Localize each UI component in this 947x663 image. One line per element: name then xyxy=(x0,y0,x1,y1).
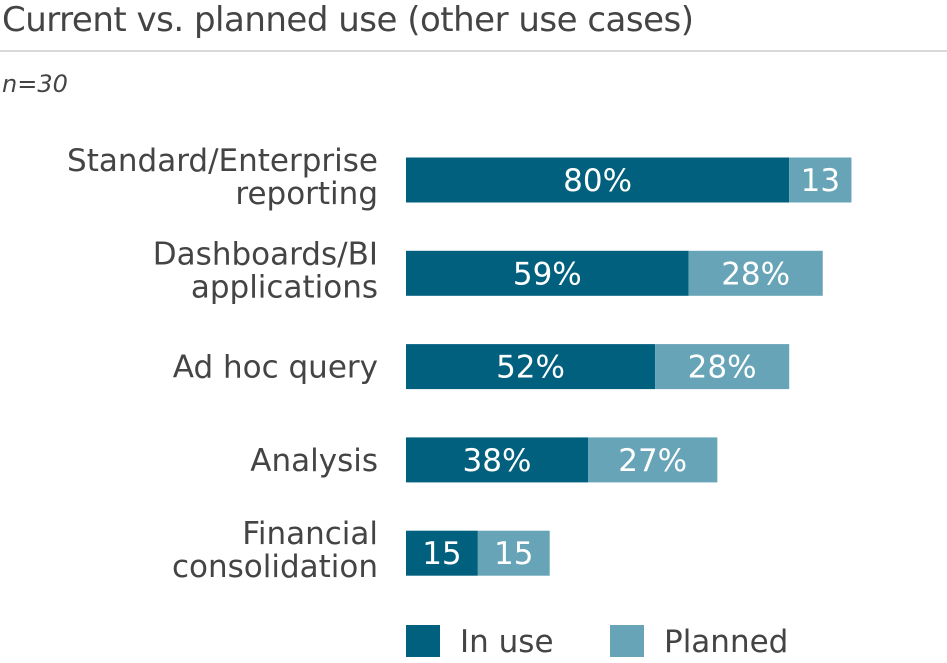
category-label: consolidation xyxy=(172,549,378,585)
category-label: applications xyxy=(191,269,378,305)
data-label: 38% xyxy=(463,443,532,479)
bar-in-use xyxy=(406,157,790,203)
data-label: 28% xyxy=(721,256,790,292)
bar-planned xyxy=(477,530,550,576)
category-label: Standard/Enterprise xyxy=(67,143,378,179)
bar-planned xyxy=(588,437,718,483)
legend-label: Planned xyxy=(664,624,788,660)
chart-title: Current vs. planned use (other use cases… xyxy=(2,0,694,40)
legend-swatch-in-use xyxy=(406,625,440,657)
category-label: reporting xyxy=(235,176,378,212)
bar-in-use xyxy=(406,250,689,296)
category-label: Dashboards/BI xyxy=(153,236,378,272)
sample-size: n=30 xyxy=(2,70,68,98)
bar-in-use xyxy=(406,344,656,390)
bar-in-use xyxy=(406,530,478,576)
data-label: 15 xyxy=(422,536,461,572)
data-label: 15 xyxy=(494,536,533,572)
data-label: 52% xyxy=(496,350,565,386)
legend-swatch-planned xyxy=(610,625,644,657)
category-label: Ad hoc query xyxy=(173,350,378,386)
data-label: 13 xyxy=(801,163,840,199)
bar-in-use xyxy=(406,437,589,483)
title-divider xyxy=(0,50,947,52)
legend-label: In use xyxy=(460,624,554,660)
data-label: 27% xyxy=(618,443,687,479)
category-label: Financial xyxy=(242,516,378,552)
data-label: 28% xyxy=(688,350,757,386)
bar-planned xyxy=(688,250,823,296)
category-label: Analysis xyxy=(250,443,378,479)
data-label: 80% xyxy=(563,163,632,199)
bar-planned xyxy=(789,157,852,203)
bar-planned xyxy=(655,344,790,390)
data-label: 59% xyxy=(513,256,582,292)
